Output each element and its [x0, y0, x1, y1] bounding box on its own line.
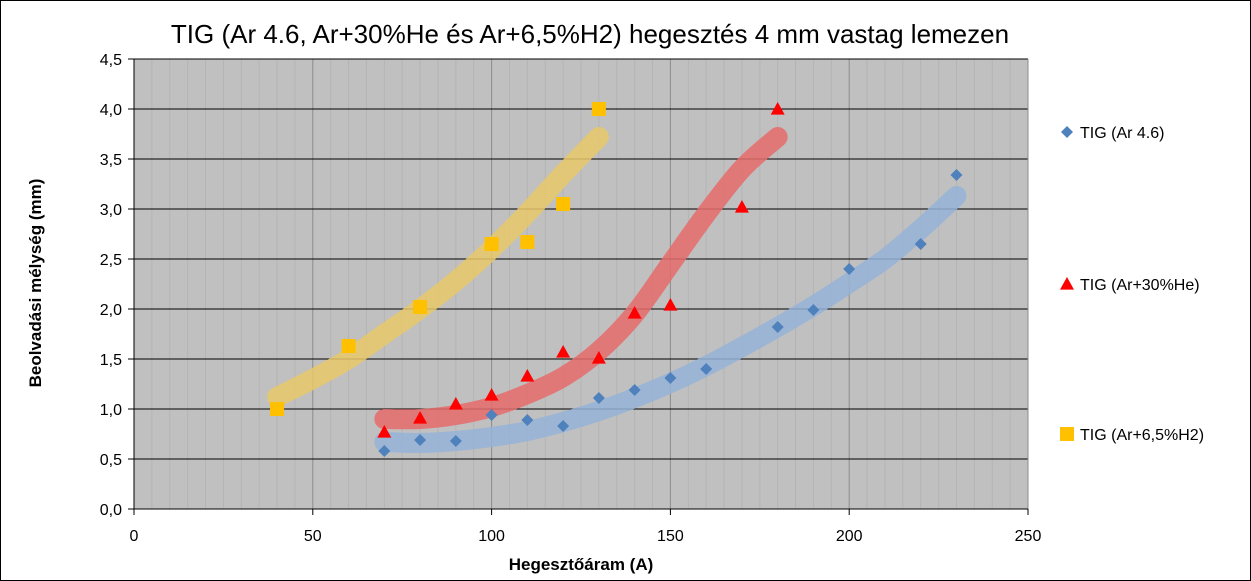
- y-tick-label: 2,0: [100, 302, 122, 319]
- data-point-series-1: [700, 363, 713, 375]
- y-tick-label: 3,5: [100, 152, 122, 169]
- legend: TIG (Ar 4.6) TIG (Ar+30%He) TIG (Ar+6,5%H2…: [1060, 125, 1204, 444]
- y-tick-label: 0,0: [100, 502, 122, 519]
- legend-label-series-3: TIG (Ar+6,5%H2): [1080, 427, 1204, 444]
- data-point-series-2: [448, 397, 463, 410]
- data-point-series-2: [770, 102, 785, 115]
- x-tick-label: 0: [130, 528, 139, 545]
- data-point-series-3: [591, 102, 606, 116]
- x-tick-label: 50: [304, 528, 322, 545]
- data-point-series-1: [664, 372, 677, 384]
- data-point-series-1: [914, 238, 927, 250]
- data-point-series-3: [520, 235, 535, 249]
- x-axis-label: Hegesztőáram (A): [509, 555, 654, 574]
- data-point-series-2: [413, 411, 428, 424]
- y-tick-label: 3,0: [100, 202, 122, 219]
- x-tick-label: 250: [1015, 528, 1042, 545]
- data-point-series-2: [591, 351, 606, 364]
- x-tick-label: 200: [836, 528, 863, 545]
- data-point-series-2: [520, 369, 535, 382]
- y-tick-label: 2,5: [100, 252, 122, 269]
- trend-line-series-2: [374, 127, 788, 430]
- data-point-series-1: [950, 169, 963, 181]
- tick-labels: 0 50 100 150 200 250 0,0 0,5 1,0 1,5 2,0 2,5 3,0 3,5 4…: [100, 52, 1042, 545]
- data-point-series-1: [628, 384, 641, 396]
- y-tick-label: 1,5: [100, 352, 122, 369]
- data-point-series-1: [807, 304, 820, 316]
- data-point-series-1: [843, 263, 856, 275]
- axes: [128, 58, 1029, 515]
- data-point-series-2: [627, 306, 642, 319]
- x-tick-label: 100: [478, 528, 505, 545]
- data-point-series-1: [378, 445, 391, 457]
- data-point-series-3: [556, 197, 571, 211]
- data-point-series-1: [592, 392, 605, 404]
- legend-marker-series-2: [1060, 277, 1074, 290]
- data-point-series-1: [449, 435, 462, 447]
- data-point-series-1: [521, 414, 534, 426]
- legend-label-series-1: TIG (Ar 4.6): [1080, 125, 1164, 142]
- data-point-series-2: [484, 388, 499, 401]
- data-point-series-1: [414, 434, 427, 446]
- data-point-series-3: [341, 339, 356, 353]
- data-point-series-2: [734, 200, 749, 213]
- legend-label-series-2: TIG (Ar+30%He): [1080, 277, 1200, 294]
- data-point-series-1: [485, 409, 498, 421]
- legend-marker-series-1: [1061, 126, 1073, 138]
- data-point-series-2: [377, 425, 392, 438]
- legend-marker-series-3: [1060, 427, 1074, 441]
- data-points: [270, 102, 963, 457]
- y-tick-label: 4,5: [100, 52, 122, 69]
- chart-title: TIG (Ar 4.6, Ar+30%He és Ar+6,5%H2) hege…: [171, 19, 1009, 49]
- data-point-series-2: [663, 298, 678, 311]
- y-tick-label: 0,5: [100, 452, 122, 469]
- trend-line-series-3: [267, 127, 609, 407]
- x-tick-label: 150: [657, 528, 684, 545]
- data-point-series-2: [556, 345, 571, 358]
- y-tick-label: 4,0: [100, 102, 122, 119]
- data-point-series-3: [413, 300, 428, 314]
- y-axis-label: Beolvadási mélység (mm): [26, 179, 45, 388]
- data-point-series-3: [270, 402, 285, 416]
- y-tick-label: 1,0: [100, 402, 122, 419]
- data-point-series-1: [771, 321, 784, 333]
- data-point-series-1: [557, 420, 570, 432]
- data-point-series-3: [484, 237, 499, 251]
